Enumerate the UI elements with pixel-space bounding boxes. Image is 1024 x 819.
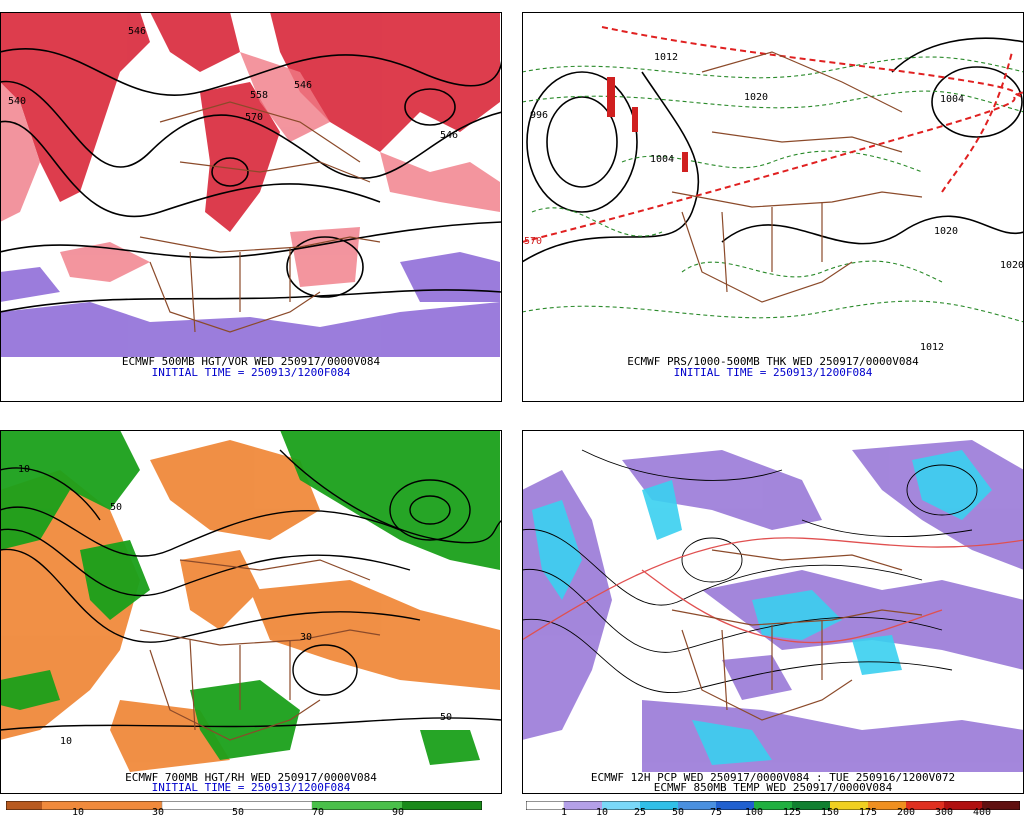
panel-caption: ECMWF PRS/1000-500MB THK WED 250917/0000… [627, 355, 919, 368]
colorbar-label: 30 [151, 807, 165, 818]
contour-label: 1020 [744, 92, 768, 103]
panel-frame [522, 430, 1024, 794]
initial-time-label: INITIAL TIME = 250913/1200F084 [151, 781, 351, 794]
colorbar-label: 90 [391, 807, 405, 818]
rh-map[interactable]: 10 50 30 50 10 [0, 430, 502, 772]
initial-time-label: INITIAL TIME = 250913/1200F084 [673, 366, 873, 379]
panel-frame [0, 12, 502, 402]
contour-label: 1012 [654, 52, 678, 63]
panel-caption: ECMWF 500MB HGT/VOR WED 250917/0000V084 [121, 355, 381, 368]
contour-label: 50 [440, 712, 452, 723]
contour-label: 546 [294, 80, 312, 91]
colorbar-label: 300 [934, 807, 954, 818]
contour-label: 50 [110, 502, 122, 513]
panel-caption: ECMWF 12H PCP WED 250917/0000V084 : TUE … [590, 771, 956, 784]
contour-label: 570 [245, 112, 263, 123]
colorbar-label: 25 [633, 807, 647, 818]
contour-label: 1020 [1000, 260, 1024, 271]
colorbar-label: 100 [744, 807, 764, 818]
colorbar-label: 10 [595, 807, 609, 818]
contour-label: 10 [60, 736, 72, 747]
vorticity-map[interactable]: 546 558 546 540 570 546 [0, 12, 502, 357]
colorbar-label: 150 [820, 807, 840, 818]
contour-label: 546 [440, 130, 458, 141]
panel-frame [0, 430, 502, 794]
contour-label: 570 [524, 236, 542, 247]
colorbar-label: 125 [782, 807, 802, 818]
panel-caption-secondary: ECMWF 850MB TEMP WED 250917/0000V084 [653, 781, 893, 794]
contour-label: 558 [250, 90, 268, 101]
colorbar-label: 50 [231, 807, 245, 818]
colorbar-label: 400 [972, 807, 992, 818]
contour-label: 30 [300, 632, 312, 643]
colorbar-label: 70 [311, 807, 325, 818]
panel-frame [522, 12, 1024, 402]
panel-pressure-thickness: 996 1004 1012 1020 1004 1020 1012 1020 5… [522, 12, 1024, 402]
colorbar-label: 200 [896, 807, 916, 818]
panel-700mb-rh: 10 50 30 50 10 ECMWF 700MB HGT/RH WED 25… [0, 430, 502, 819]
contour-label: 996 [530, 110, 548, 121]
contour-label: 1012 [920, 342, 944, 353]
rh-colorbar [5, 795, 483, 811]
contour-label: 1004 [940, 94, 964, 105]
colorbar-label: 75 [709, 807, 723, 818]
contour-label: 546 [128, 26, 146, 37]
panel-caption: ECMWF 700MB HGT/RH WED 250917/0000V084 [125, 771, 377, 784]
pressure-map[interactable]: 996 1004 1012 1020 1004 1020 1012 1020 5… [522, 12, 1024, 357]
colorbar-label: 10 [71, 807, 85, 818]
contour-label: 540 [8, 96, 26, 107]
contour-label: 1020 [934, 226, 958, 237]
colorbar-label: 50 [671, 807, 685, 818]
contour-label: 1004 [650, 154, 674, 165]
panel-precip-850mb: ECMWF 12H PCP WED 250917/0000V084 : TUE … [522, 430, 1024, 819]
precip-colorbar [525, 795, 1021, 811]
panel-500mb-vorticity: 546 558 546 540 570 546 ECMWF 500MB HGT/… [0, 12, 502, 402]
precip-map[interactable] [522, 430, 1024, 772]
initial-time-label: INITIAL TIME = 250913/1200F084 [151, 366, 351, 379]
colorbar-label: 1 [560, 807, 568, 818]
contour-label: 10 [18, 464, 30, 475]
colorbar-label: 175 [858, 807, 878, 818]
